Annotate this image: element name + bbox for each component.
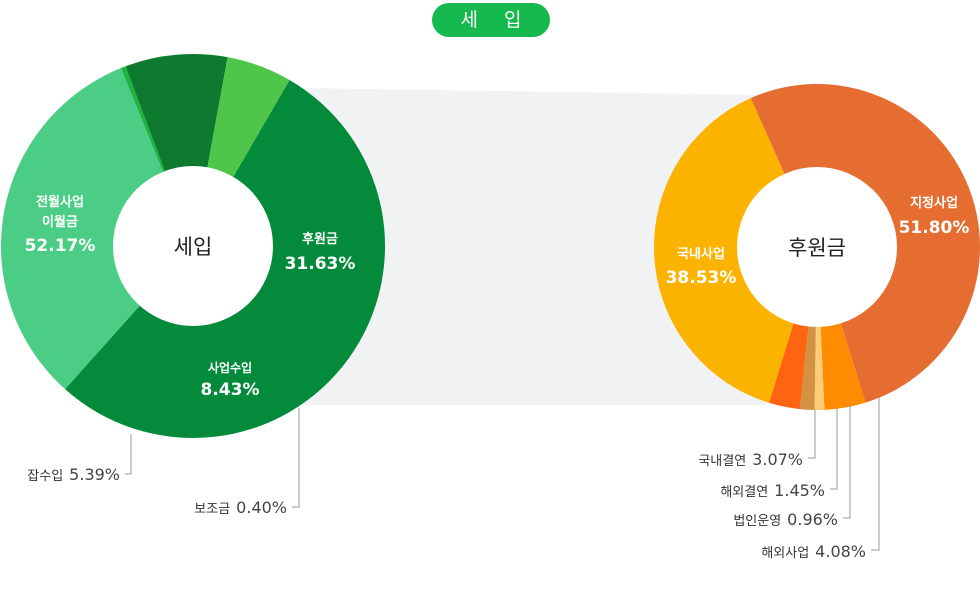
slice-label-1-4: 국내결연 3.07%	[698, 450, 803, 469]
center-label-1: 후원금	[788, 236, 846, 260]
connector-band	[298, 88, 766, 405]
donut-hole-0	[113, 166, 273, 326]
slice-pct-1-5: 38.53%	[666, 268, 737, 288]
slice-pct-1-4: 3.07%	[752, 450, 803, 469]
leader-line-0-2	[292, 408, 300, 508]
slice-label-1-1: 해외사업 4.08%	[761, 542, 866, 561]
slice-label-1-3: 해외결연 1.45%	[720, 481, 825, 500]
slice-name-0-4: 잡수입	[27, 469, 63, 484]
title-badge: 세 입	[432, 3, 550, 37]
slice-name-0-1-0: 후원금	[302, 231, 338, 247]
slice-name-0-2: 보조금	[194, 502, 230, 517]
slice-name-0-0-1: 이월금	[42, 214, 78, 230]
slice-pct-0-1: 31.63%	[285, 254, 356, 274]
leader-line-1-2	[843, 405, 851, 519]
slice-pct-0-0: 52.17%	[25, 236, 96, 256]
slice-0-3	[125, 53, 228, 246]
slice-1-5	[653, 98, 817, 403]
slice-name-1-2: 법인운영	[733, 514, 781, 529]
slice-name-0-0-0: 전월사업	[36, 194, 84, 210]
slice-label-0-4: 잡수입 5.39%	[27, 465, 120, 484]
leader-line-1-1	[871, 397, 880, 551]
slice-label-0-2: 보조금 0.40%	[194, 498, 287, 517]
slice-label-1-2: 법인운영 0.96%	[733, 510, 838, 529]
slice-name-1-3: 해외결연	[720, 485, 768, 500]
slice-pct-1-1: 4.08%	[815, 542, 866, 561]
leader-line-0-4	[125, 434, 132, 475]
slice-pct-1-0: 51.80%	[899, 218, 970, 238]
leader-line-1-3	[830, 408, 838, 490]
slice-pct-0-4: 5.39%	[69, 465, 120, 484]
slice-name-1-5-0: 국내사업	[677, 246, 725, 262]
slice-pct-0-2: 0.40%	[236, 498, 287, 517]
slice-name-1-0-0: 지정사업	[910, 195, 958, 211]
slice-0-1	[1, 68, 193, 390]
center-label-0: 세입	[174, 235, 213, 259]
leader-line-1-4	[808, 410, 816, 459]
slice-name-0-3-0: 사업수입	[208, 360, 252, 375]
slice-name-1-4: 국내결연	[698, 454, 746, 469]
slice-pct-0-3: 8.43%	[201, 380, 260, 400]
slice-pct-1-3: 1.45%	[774, 481, 825, 500]
slice-pct-1-2: 0.96%	[787, 510, 838, 529]
slice-name-1-1: 해외사업	[761, 546, 809, 561]
donut-hole-1	[737, 167, 897, 327]
